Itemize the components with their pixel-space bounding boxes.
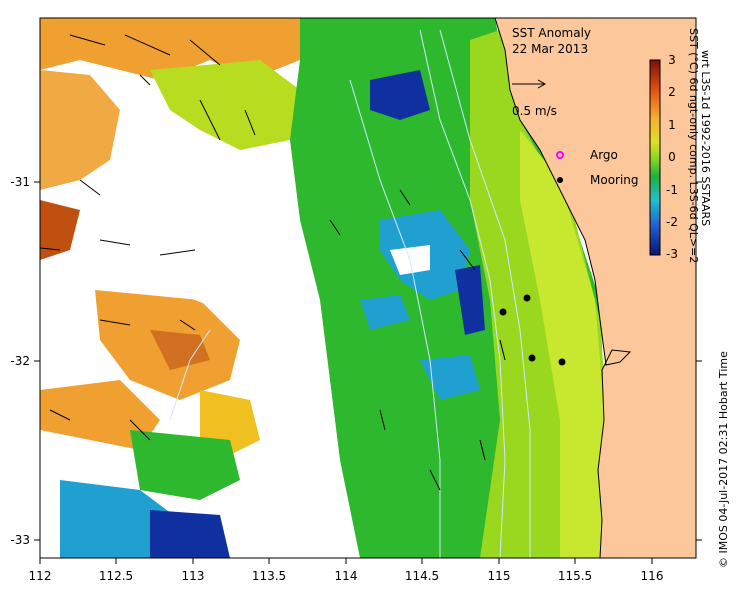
x-tick-label: 115 [488,569,511,583]
colorbar-ticks: 3 2 1 0 -1 -2 -3 [666,53,678,261]
x-tick-label: 116 [641,569,664,583]
credit-text: © IMOS 04-Jul-2017 02:31 Hobart Time [717,351,730,568]
colorbar-label-line2: wrt L3S-1d 1992-2016 SSTAARS [699,50,712,226]
map-date: 22 Mar 2013 [512,42,588,56]
colorbar-tick: 1 [668,118,676,132]
x-tick-label: 114.5 [405,569,439,583]
mooring-markers [499,294,566,366]
colorbar [649,59,661,256]
x-tick-label: 112.5 [99,569,133,583]
colorbar-tick: -1 [666,183,678,197]
x-tick-label: 115.5 [558,569,592,583]
y-axis: -31 -32 -33 [10,175,702,547]
bathymetry-contours [169,29,531,559]
x-tick-label: 114 [335,569,358,583]
x-tick-label: 112 [29,569,52,583]
x-axis: 112 112.5 113 113.5 114 114.5 115 115.5 … [29,558,664,583]
current-vectors [39,34,506,491]
x-tick-label: 113.5 [252,569,286,583]
mooring-legend-icon [557,177,563,183]
mooring-legend-label: Mooring [590,173,639,187]
scale-vector-label: 0.5 m/s [512,104,557,118]
colorbar-tick: -3 [666,247,678,261]
map-title: SST Anomaly [512,26,591,40]
plot-frame [39,17,697,559]
land-coastline [494,17,697,559]
x-tick-label: 113 [182,569,205,583]
colorbar-tick: -2 [666,215,678,229]
y-tick-label: -32 [10,354,30,368]
y-tick-label: -33 [10,533,30,547]
colorbar-tick: 2 [668,85,676,99]
scale-vector [512,79,547,89]
argo-legend-icon [556,151,564,159]
colorbar-tick: 3 [668,53,676,67]
colorbar-label-line1: SST (°C) 6d ngt-only comp. L3S-6d QL>=2 [687,28,700,263]
sst-anomaly-field [40,18,610,558]
argo-legend-label: Argo [590,148,618,162]
y-tick-label: -31 [10,175,30,189]
colorbar-tick: 0 [668,150,676,164]
